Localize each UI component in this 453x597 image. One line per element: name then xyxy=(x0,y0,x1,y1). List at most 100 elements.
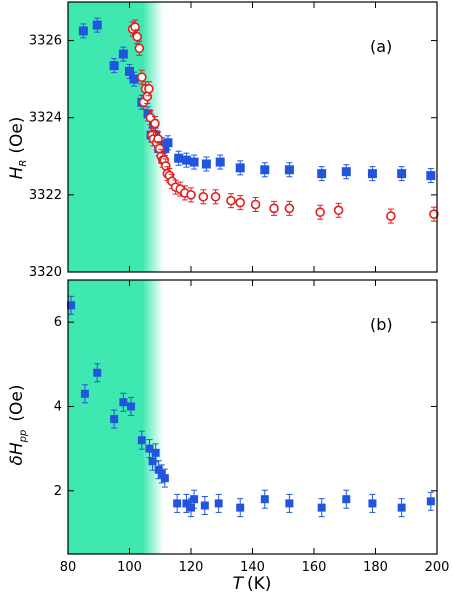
data-point-circle xyxy=(226,195,236,206)
data-point-circle xyxy=(186,190,196,200)
data-point-circle xyxy=(137,72,147,83)
panel-a-label: (a) xyxy=(370,37,392,56)
data-point-square xyxy=(397,169,407,179)
data-point-square xyxy=(397,503,406,512)
data-point-square xyxy=(110,415,119,424)
x-tick-label: 80 xyxy=(60,560,77,575)
data-point-square xyxy=(145,444,154,453)
panel-a-axis-ticks: 3320 3322 3324 3326 xyxy=(29,2,438,280)
panel-a-y-axis-title: HR (Oe) xyxy=(7,117,29,180)
data-point-square xyxy=(92,20,102,30)
data-point-square xyxy=(157,469,166,478)
data-point-square xyxy=(260,165,270,175)
panel-b-dhpp-plot: 2 4 6 80 100 120 140 160 180 200 (b) δHpp (Oe) T (K… xyxy=(7,279,450,594)
data-point-square xyxy=(80,389,89,398)
data-point-circle xyxy=(333,205,344,216)
data-point-square xyxy=(189,157,199,167)
data-point-square xyxy=(160,144,170,154)
data-point-circle xyxy=(269,203,279,214)
data-point-square xyxy=(235,163,245,173)
data-point-circle xyxy=(250,199,261,210)
data-point-circle xyxy=(154,143,165,154)
data-point-square xyxy=(285,499,294,508)
y-tick-label: 3326 xyxy=(29,34,62,49)
data-point-circle xyxy=(315,207,325,218)
data-point-square xyxy=(109,61,119,71)
data-point-circle xyxy=(142,91,153,102)
y-tick-label: 2 xyxy=(54,484,62,499)
data-point-circle xyxy=(429,209,439,219)
data-point-circle xyxy=(153,134,163,144)
x-axis-unit: (K) xyxy=(247,574,271,594)
panel-b-data-marks xyxy=(67,295,435,518)
data-point-square xyxy=(129,74,139,84)
data-point-square xyxy=(284,165,294,175)
data-point-square xyxy=(317,169,327,179)
data-point-square xyxy=(163,138,173,148)
data-point-square xyxy=(67,301,76,310)
data-point-square xyxy=(160,474,169,483)
data-point-square xyxy=(151,448,160,457)
data-point-square xyxy=(367,169,377,179)
data-point-square xyxy=(260,495,269,504)
x-tick-label: 140 xyxy=(240,560,265,575)
panel-b-y-axis-title: δHpp (Oe) xyxy=(7,385,29,466)
x-axis-symbol: T xyxy=(233,574,245,594)
data-point-square xyxy=(341,167,351,177)
data-point-square xyxy=(215,157,225,167)
data-point-square xyxy=(93,368,102,377)
data-point-square xyxy=(426,171,436,181)
data-point-square xyxy=(187,503,195,512)
data-point-circle xyxy=(198,191,209,202)
data-point-square xyxy=(148,457,157,466)
panel-a-frame xyxy=(67,1,438,273)
data-point-circle xyxy=(284,203,295,214)
panel-b-frame xyxy=(67,279,438,555)
data-point-square xyxy=(154,465,163,474)
data-point-square xyxy=(200,501,209,510)
data-point-square xyxy=(236,503,245,512)
x-tick-label: 120 xyxy=(179,560,204,575)
data-point-square xyxy=(182,499,191,508)
panel-b-label: (b) xyxy=(370,315,393,334)
x-tick-label: 100 xyxy=(117,560,142,575)
data-point-square xyxy=(426,497,435,506)
x-tick-label: 200 xyxy=(425,560,450,575)
panel-b-axis-ticks: 2 4 6 80 100 120 140 160 180 200 xyxy=(54,280,450,575)
data-point-square xyxy=(78,26,88,36)
y-tick-label: 3320 xyxy=(29,265,62,280)
y-tick-label: 6 xyxy=(54,315,62,330)
data-point-square xyxy=(214,499,223,508)
y-tick-label: 3322 xyxy=(29,188,62,203)
data-point-square xyxy=(317,503,326,512)
panel-b-y-unit: (Oe) xyxy=(7,385,27,422)
data-point-square xyxy=(173,499,182,508)
data-point-circle xyxy=(386,211,396,221)
panel-a-data-marks xyxy=(78,17,439,224)
x-axis-title: T (K) xyxy=(233,574,272,594)
y-tick-label: 3324 xyxy=(29,111,62,126)
data-point-square xyxy=(342,495,351,504)
data-point-circle xyxy=(235,197,245,208)
panel-a-y-subscript: R xyxy=(18,160,29,167)
panel-b-y-subscript: pp xyxy=(18,430,29,444)
data-point-circle xyxy=(134,43,145,54)
data-point-square xyxy=(174,153,184,163)
data-point-square xyxy=(190,495,199,504)
data-point-square xyxy=(137,436,146,445)
data-point-square xyxy=(181,155,191,165)
x-tick-label: 180 xyxy=(363,560,388,575)
data-point-circle xyxy=(132,31,142,42)
data-point-square xyxy=(125,66,134,76)
panel-a-y-symbol: H xyxy=(7,166,27,179)
data-point-circle xyxy=(144,83,154,94)
panel-b-y-symbol: δH xyxy=(7,442,27,465)
data-point-circle xyxy=(130,22,140,32)
data-point-circle xyxy=(210,191,221,202)
data-point-square xyxy=(368,499,377,508)
panel-a-y-unit: (Oe) xyxy=(7,117,27,154)
data-point-square xyxy=(118,49,128,59)
x-tick-label: 160 xyxy=(302,560,327,575)
data-point-square xyxy=(119,398,128,407)
